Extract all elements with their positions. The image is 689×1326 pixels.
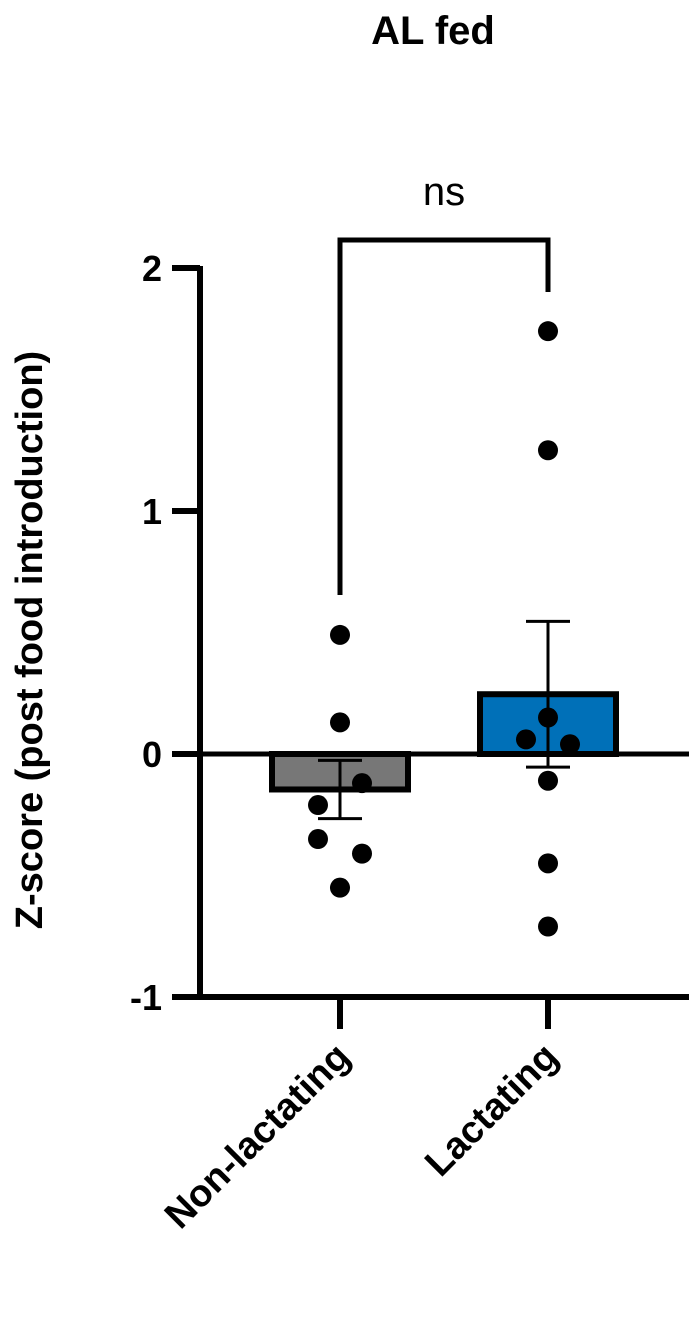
data-point: [308, 795, 328, 816]
data-point: [352, 843, 372, 864]
error-bar: [318, 758, 362, 821]
data-point: [308, 829, 328, 850]
data-point: [538, 770, 558, 791]
chart-title: AL fed: [371, 9, 495, 53]
data-point: [560, 734, 580, 755]
y-axis-label: Z-score (post food introduction): [9, 351, 51, 929]
data-point: [516, 729, 536, 750]
significance-bracket: [337, 237, 551, 595]
data-point: [538, 707, 558, 728]
data-point: [330, 624, 350, 645]
data-point: [538, 440, 558, 461]
y-tick-label: 1: [142, 491, 162, 532]
error-bar: [526, 619, 570, 769]
y-tick-label: 2: [142, 248, 162, 289]
y-tick-label: 0: [142, 734, 162, 775]
data-point: [538, 916, 558, 937]
significance-label: ns: [423, 170, 465, 214]
data-point: [538, 853, 558, 874]
data-point: [330, 712, 350, 733]
y-tick-label: -1: [130, 977, 162, 1018]
data-point: [538, 321, 558, 342]
data-point: [352, 773, 372, 794]
x-tick-label: Non-lactating: [157, 1036, 358, 1237]
x-tick-label: Lactating: [417, 1036, 566, 1185]
data-point: [330, 877, 350, 898]
